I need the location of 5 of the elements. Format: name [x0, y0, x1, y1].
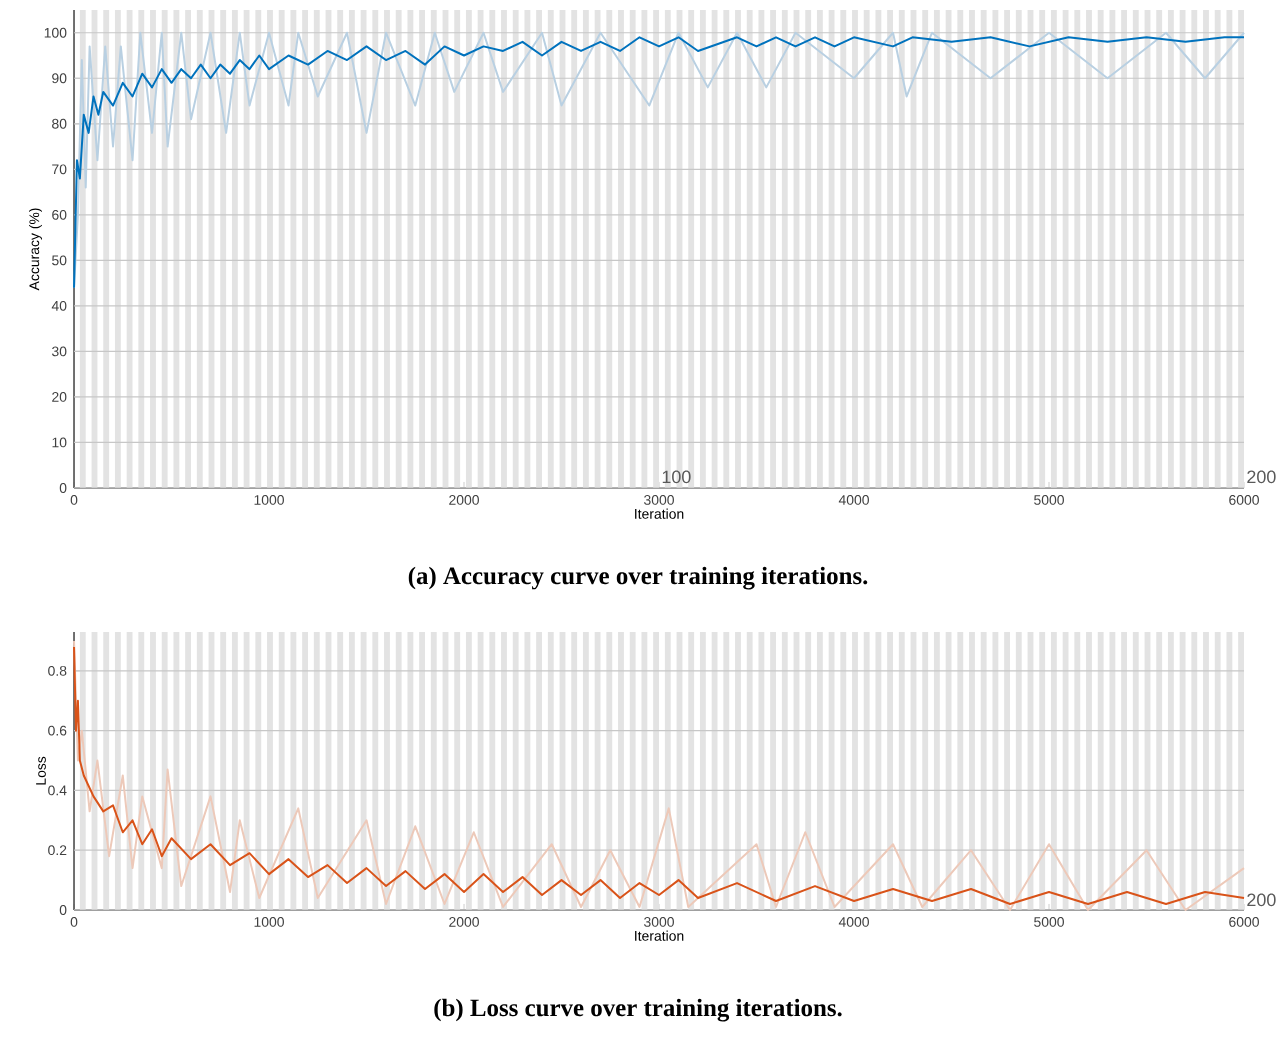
annotation: 100 [662, 470, 691, 484]
text: (a) Accuracy curve over training iterations. [408, 566, 868, 590]
text: 200 [1247, 893, 1276, 907]
text: 200 [1247, 470, 1276, 484]
text: (b) Loss curve over training iterations. [434, 998, 842, 1022]
